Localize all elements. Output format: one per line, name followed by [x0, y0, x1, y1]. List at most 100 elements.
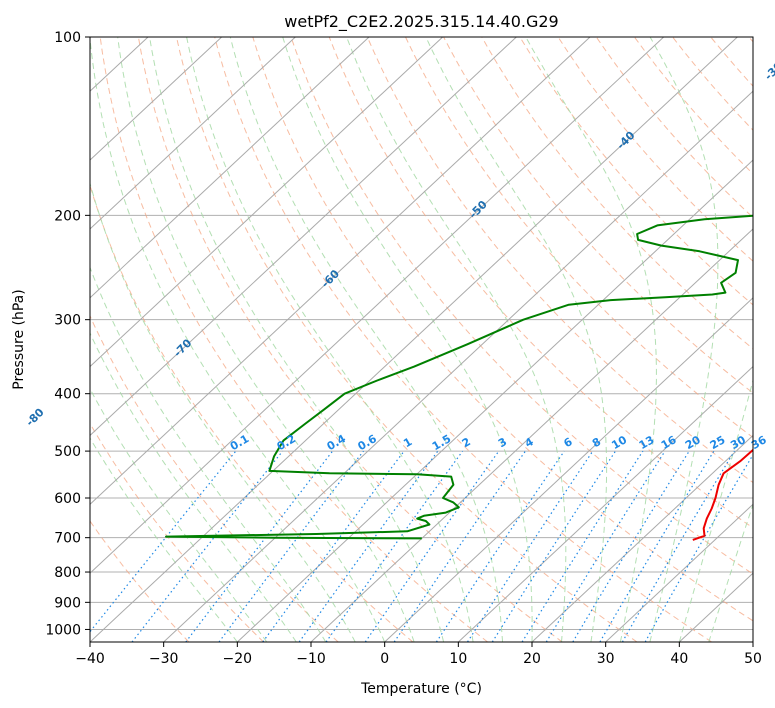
- moist-adiabat: [525, 37, 657, 642]
- dry-adiabat: [557, 37, 753, 262]
- dry-adiabat: [443, 37, 753, 394]
- x-axis: −40 −30 −20 −10 0 10 20 30 40 50: [75, 642, 762, 667]
- isotherm: [457, 365, 753, 642]
- x-tick-label: 10: [449, 651, 467, 667]
- moist-adiabat: [708, 503, 753, 642]
- mixing-ratio-line: [621, 450, 735, 642]
- mixing-ratio-label: 30: [728, 433, 748, 452]
- mixing-ratio-line: [644, 453, 753, 642]
- mixing-ratio-line: [364, 450, 500, 642]
- moist-adiabat: [117, 37, 415, 642]
- moist-adiabat: [90, 266, 327, 642]
- x-tick-label: −10: [296, 651, 326, 667]
- dry-adiabat: [252, 37, 753, 622]
- isotherm: [90, 37, 223, 161]
- moist-adiabat: [149, 37, 445, 642]
- mixing-ratio-line: [298, 450, 439, 642]
- mixing-ratio-label: 3: [496, 435, 509, 450]
- dry-adiabat: [214, 37, 712, 642]
- mixing-ratio-label: 6: [561, 435, 574, 450]
- dry-adiabat: [90, 520, 190, 642]
- temperature-profile: [692, 448, 753, 541]
- isotherm: [163, 90, 753, 642]
- background-lines: [0, 37, 753, 642]
- y-tick-label: 500: [54, 444, 81, 460]
- isotherm: [90, 37, 444, 368]
- series-layer: [165, 214, 753, 541]
- dry-adiabat: [90, 183, 414, 642]
- isotherm: [678, 572, 753, 642]
- dry-adiabat: [99, 37, 488, 642]
- mixing-ratio-line: [545, 450, 666, 642]
- x-tick-label: −30: [149, 651, 179, 667]
- x-tick-label: 30: [597, 651, 615, 667]
- mixing-ratio-line: [572, 450, 690, 642]
- isotherm: [0, 37, 1, 642]
- x-tick-label: 40: [670, 651, 688, 667]
- dry-adiabat: [519, 37, 753, 306]
- mixing-ratio-label: 0.1: [228, 432, 251, 453]
- dry-adiabat: [633, 37, 753, 175]
- isotherm-label: -80: [23, 405, 46, 428]
- mixing-ratio-line: [393, 450, 526, 642]
- isotherm: [531, 434, 753, 642]
- isotherm-label: -30: [762, 59, 775, 82]
- moist-adiabat: [229, 37, 503, 642]
- isotherm: [90, 37, 738, 642]
- dry-adiabat: [405, 37, 753, 439]
- moist-adiabat: [90, 437, 238, 642]
- mixing-ratio-line: [218, 450, 364, 642]
- y-tick-label: 900: [54, 595, 81, 611]
- dewpoint-profile: [165, 214, 753, 540]
- isotherm: [90, 37, 591, 505]
- mixing-ratio-label: 1: [401, 435, 414, 450]
- moist-adiabat: [90, 387, 268, 642]
- dry-adiabat: [90, 314, 339, 642]
- x-tick-label: 20: [523, 651, 541, 667]
- isotherm: [384, 297, 753, 642]
- dry-adiabat: [481, 37, 753, 350]
- isotherm: [90, 37, 370, 299]
- moist-adiabat: [678, 378, 753, 642]
- isotherm: [90, 37, 517, 437]
- dry-adiabat: [176, 37, 638, 642]
- mixing-ratio-label: 2: [460, 435, 473, 450]
- mixing-ratio-label: 1.5: [430, 432, 453, 453]
- dry-adiabat: [137, 37, 563, 642]
- y-tick-label: 1000: [45, 622, 81, 638]
- mixing-ratio-line: [131, 450, 284, 642]
- y-tick-label: 200: [54, 208, 81, 224]
- isotherm: [90, 37, 665, 574]
- isotherm: [236, 159, 753, 642]
- x-tick-label: −40: [75, 651, 105, 667]
- isotherm: [605, 503, 753, 642]
- mixing-ratio-line: [521, 450, 644, 642]
- y-axis-label: Pressure (hPa): [11, 289, 27, 389]
- moist-adiabat: [90, 181, 356, 642]
- mixing-ratio-label: 0.6: [356, 432, 380, 453]
- y-axis: 100 200 300 400 500 600 700 800 900 1000: [45, 30, 90, 638]
- mixing-ratio-line: [599, 450, 715, 642]
- line-labels: -100-90-80-70-60-50-40-30-20-10010203040…: [23, 59, 775, 453]
- isotherm: [310, 228, 753, 642]
- dry-adiabat: [595, 37, 753, 219]
- mixing-ratio-label: 10: [609, 433, 629, 452]
- mixing-ratio-line: [90, 450, 237, 633]
- mixing-ratio-line: [262, 450, 405, 642]
- moist-adiabat: [186, 37, 474, 642]
- x-tick-label: 0: [380, 651, 389, 667]
- y-tick-label: 300: [54, 313, 81, 329]
- x-tick-label: 50: [744, 651, 762, 667]
- mixing-ratio-label: 20: [683, 433, 703, 452]
- x-axis-label: Temperature (°C): [360, 681, 482, 697]
- plot-frame: [89, 36, 754, 643]
- moist-adiabat: [346, 37, 567, 642]
- mixing-ratio-label: 16: [659, 433, 679, 452]
- dry-adiabat: [328, 37, 753, 529]
- moist-adiabat: [90, 37, 386, 642]
- moist-adiabat: [282, 37, 533, 642]
- mixing-ratio-label: 25: [708, 433, 728, 452]
- dry-adiabat: [90, 422, 264, 642]
- y-tick-label: 400: [54, 387, 81, 403]
